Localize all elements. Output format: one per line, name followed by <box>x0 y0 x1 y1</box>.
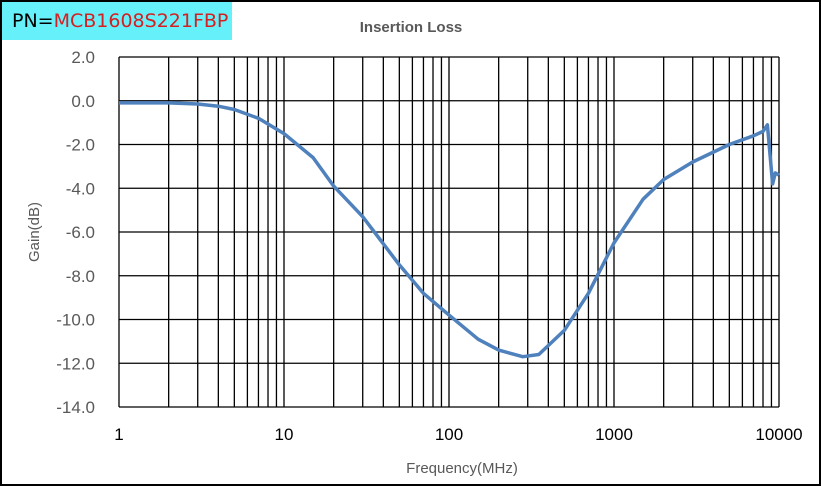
x-axis-label: Frequency(MHz) <box>406 460 518 477</box>
x-tick-label: 10 <box>275 425 294 444</box>
y-tick-label: -8.0 <box>66 267 95 286</box>
y-tick-label: 2.0 <box>71 48 95 67</box>
y-tick-label: -14.0 <box>56 398 95 417</box>
x-tick-label: 1000 <box>595 425 633 444</box>
x-tick-labels: 1 10 100 1000 10000 <box>114 425 802 444</box>
y-tick-label: -6.0 <box>66 223 95 242</box>
chart-title: Insertion Loss <box>360 19 463 36</box>
y-tick-label: -10.0 <box>56 311 95 330</box>
part-number-label: PN=MCB1608S221FBP <box>2 2 232 40</box>
series-line <box>119 101 780 359</box>
grid <box>118 56 780 408</box>
y-axis-label: Gain(dB) <box>26 202 43 262</box>
x-tick-label: 1 <box>114 425 123 444</box>
y-tick-labels: 2.0 0.0 -2.0 -4.0 -6.0 -8.0 -10.0 -12.0 -14.0 <box>56 48 95 417</box>
x-tick-label: 10000 <box>755 425 802 444</box>
y-tick-label: -4.0 <box>66 179 95 198</box>
part-number-prefix: PN= <box>12 10 54 32</box>
y-tick-label: -12.0 <box>56 354 95 373</box>
y-tick-label: -2.0 <box>66 136 95 155</box>
x-tick-label: 100 <box>435 425 463 444</box>
part-number-value: MCB1608S221FBP <box>53 10 229 32</box>
y-tick-label: 0.0 <box>71 92 95 111</box>
